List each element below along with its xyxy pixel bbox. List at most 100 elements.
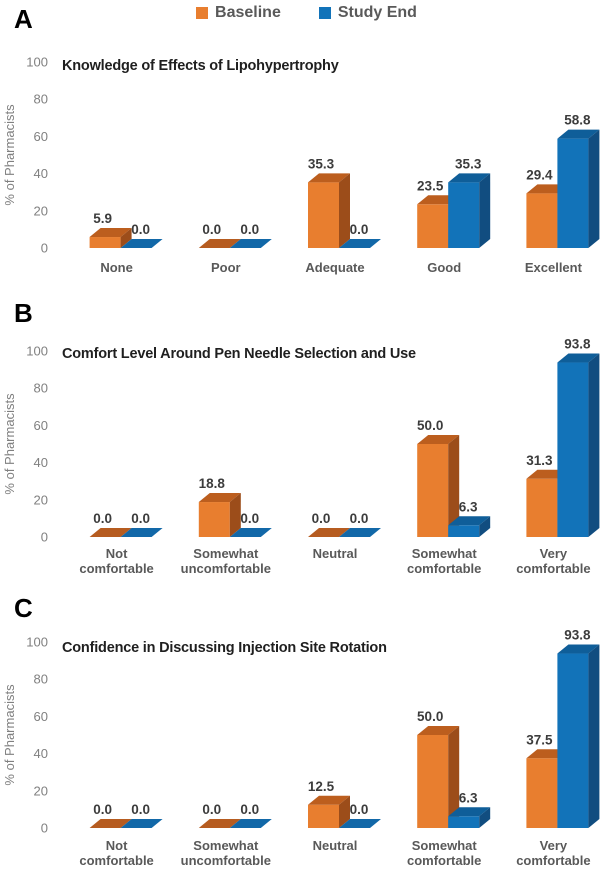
value-label-baseline-adequate: 35.3 [308,156,335,171]
panel-c: C Confidence in Discussing Injection Site… [0,592,613,876]
value-label-baseline-good: 23.5 [417,178,444,193]
category-label-very-comfortable: Very comfortable [516,838,590,868]
bar-top-study-end-very-comfortable [557,644,600,654]
bar-zero-baseline-poor [198,239,241,248]
y-tick-label: 40 [34,746,48,761]
category-label-adequate: Adequate [305,260,364,275]
y-tick-label: 60 [34,418,48,433]
study-end-swatch-icon [318,7,331,19]
bar-top-baseline-neutral [308,795,350,805]
category-label-neutral: Neutral [313,838,358,853]
y-tick-label: 20 [34,783,48,798]
value-label-study-end-very-comfortable: 93.8 [564,337,591,352]
value-label-study-end-somewhat-comfortable: 6.3 [459,790,478,805]
bar-baseline-somewhat-comfortable [417,444,449,537]
bar-top-baseline-none [89,228,132,238]
bar-baseline-neutral [308,804,339,828]
value-label-baseline-excellent: 29.4 [526,167,553,182]
value-label-baseline-neutral: 12.5 [308,779,335,794]
y-axis-title: % of Pharmacists [2,684,17,786]
value-label-baseline-very-comfortable: 37.5 [526,732,553,747]
y-tick-label: 60 [34,129,48,144]
bar-zero-study-end-neutral [339,528,381,537]
value-label-baseline-somewhat-uncomfortable: 18.8 [199,476,226,491]
bar-top-study-end-somewhat-comfortable [448,516,491,526]
chart-legend: Baseline Study End [0,4,613,22]
bar-top-study-end-very-comfortable [557,353,600,363]
y-tick-label: 100 [26,344,48,359]
bar-baseline-somewhat-comfortable [417,735,449,828]
bar-study-end-excellent [557,138,589,248]
chart-title: Comfort Level Around Pen Needle Selectio… [62,346,416,362]
bar-zero-study-end-not-comfortable [120,528,163,537]
category-label-very-comfortable: Very comfortable [516,546,590,576]
y-tick-label: 20 [34,492,48,507]
bar-top-study-end-excellent [557,129,600,139]
bar-study-end-somewhat-comfortable [448,525,480,537]
bar-side-study-end-somewhat-comfortable [479,807,491,828]
y-tick-label: 40 [34,455,48,470]
legend-label-study-end: Study End [337,4,417,21]
bar-zero-baseline-somewhat-uncomfortable [198,819,241,828]
category-label-somewhat-uncomfortable: Somewhat uncomfortable [181,838,271,868]
category-label-not-comfortable: Not comfortable [79,546,153,576]
bar-zero-study-end-none [120,239,163,248]
value-label-study-end-adequate: 0.0 [350,222,369,237]
bar-study-end-good [448,182,480,248]
category-label-somewhat-uncomfortable: Somewhat uncomfortable [181,546,271,576]
bar-side-baseline-none [120,228,132,248]
chart-title: Knowledge of Effects of Lipohypertrophy [62,58,339,74]
value-label-baseline-neutral: 0.0 [312,511,331,526]
y-tick-label: 0 [41,241,48,256]
bar-side-baseline-somewhat-uncomfortable [229,493,241,537]
category-label-none: None [100,260,133,275]
baseline-swatch-icon [196,7,209,19]
value-label-baseline-not-comfortable: 0.0 [93,511,112,526]
value-label-study-end-somewhat-uncomfortable: 0.0 [240,802,259,817]
bar-side-baseline-somewhat-comfortable [448,435,460,537]
bar-study-end-very-comfortable [557,653,589,828]
bar-top-study-end-somewhat-comfortable [448,807,491,817]
value-label-baseline-not-comfortable: 0.0 [93,802,112,817]
bar-top-baseline-adequate [308,173,350,183]
y-tick-label: 80 [34,92,48,107]
bar-zero-study-end-somewhat-uncomfortable [229,528,272,537]
panel-letter-a: A [14,4,33,34]
value-label-study-end-excellent: 58.8 [564,113,591,128]
panel-b-chart: B Comfort Level Around Pen Needle Selecti… [2,298,600,576]
bar-side-study-end-excellent [588,129,600,248]
bar-baseline-good [417,204,449,248]
bar-side-baseline-adequate [339,173,350,248]
y-axis-title: % of Pharmacists [2,393,17,495]
bar-side-study-end-somewhat-comfortable [479,516,491,537]
y-tick-label: 0 [41,530,48,545]
category-label-excellent: Excellent [525,260,583,275]
panel-b: B Comfort Level Around Pen Needle Selecti… [0,292,613,592]
y-tick-label: 80 [34,672,48,687]
value-label-baseline-none: 5.9 [93,211,112,226]
panel-letter-b: B [14,298,33,328]
y-tick-label: 60 [34,709,48,724]
bar-side-study-end-very-comfortable [588,644,600,828]
bar-zero-study-end-poor [229,239,272,248]
bar-top-baseline-somewhat-comfortable [417,435,460,444]
bar-top-study-end-good [448,173,491,183]
value-label-study-end-neutral: 0.0 [350,802,369,817]
value-label-baseline-poor: 0.0 [202,222,221,237]
legend-item-baseline: Baseline [196,4,281,22]
value-label-baseline-somewhat-comfortable: 50.0 [417,709,443,724]
panel-letter-c: C [14,593,33,623]
bar-side-baseline-somewhat-comfortable [448,726,460,828]
bar-side-baseline-neutral [339,795,350,828]
bar-baseline-none [89,237,121,248]
bar-side-study-end-good [479,173,491,248]
category-label-somewhat-comfortable: Somewhat comfortable [407,838,481,868]
value-label-baseline-very-comfortable: 31.3 [526,453,553,468]
bar-study-end-somewhat-comfortable [448,816,480,828]
y-tick-label: 0 [41,821,48,836]
bar-baseline-very-comfortable [526,478,558,537]
bar-zero-study-end-adequate [339,239,381,248]
category-label-not-comfortable: Not comfortable [79,838,153,868]
category-label-neutral: Neutral [313,546,358,561]
